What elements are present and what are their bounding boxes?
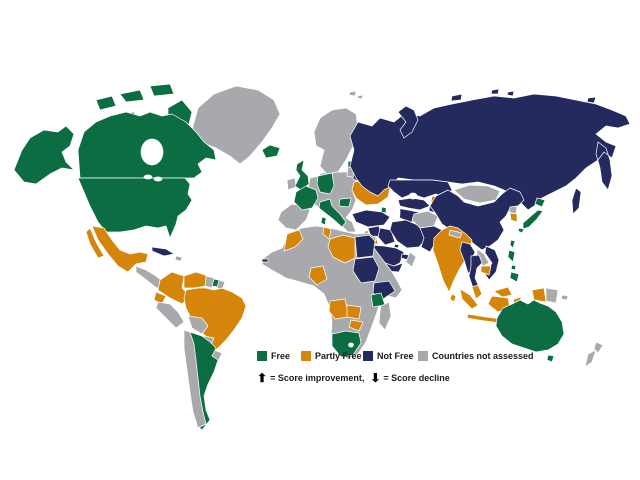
partly-free-swatch — [301, 351, 311, 361]
country-united-kingdom — [294, 159, 310, 191]
country-bolivia — [187, 315, 209, 335]
country-cambodia — [480, 265, 492, 276]
not-assessed-swatch — [418, 351, 428, 361]
legend-label-free: Free — [271, 351, 291, 361]
country-venezuela — [183, 271, 209, 289]
hudson-bay — [140, 138, 164, 166]
country-greenland — [191, 85, 281, 165]
country-oman — [405, 251, 417, 268]
great-lakes — [153, 176, 163, 182]
country-cuba — [151, 246, 175, 257]
country-gambia — [261, 258, 269, 263]
region-hispaniola — [174, 255, 183, 262]
country-australia — [495, 299, 565, 363]
country-new-zealand — [584, 341, 604, 368]
country-nigeria — [308, 265, 328, 286]
country-taiwan — [509, 239, 516, 249]
region-scandinavia — [313, 107, 359, 177]
country-chile — [183, 329, 207, 429]
country-usa — [77, 177, 193, 239]
country-turkey — [351, 209, 391, 228]
country-egypt — [354, 234, 376, 259]
legend-item-not-free: Not Free — [363, 351, 414, 361]
aral-sea — [408, 192, 418, 200]
not-free-swatch — [363, 351, 373, 361]
country-iceland — [261, 144, 281, 159]
legend-item-partly-free: Partly Free — [301, 351, 362, 361]
legend-item-free: Free — [257, 351, 290, 361]
country-morocco — [283, 229, 304, 252]
country-zambia — [346, 304, 362, 320]
country-nepal — [448, 229, 463, 239]
country-iran — [389, 219, 428, 249]
country-peru — [155, 301, 185, 329]
score-decline-text: = Score decline — [383, 373, 450, 383]
country-sri-lanka — [449, 293, 457, 303]
country-south-africa — [331, 330, 362, 358]
country-malaysia — [471, 284, 513, 300]
country-guyana — [204, 275, 215, 289]
region-russia-arctic-islands — [397, 88, 597, 139]
country-germany — [316, 172, 335, 195]
country-philippines — [507, 249, 520, 283]
country-ireland — [286, 177, 297, 191]
country-uzbekistan — [397, 197, 431, 211]
lesotho-gap — [348, 342, 354, 348]
country-france — [293, 185, 319, 211]
country-libya — [327, 234, 356, 264]
country-mexico — [85, 225, 149, 273]
score-change-note: ⬆ = Score improvement, ⬇ = Score decline — [257, 371, 450, 385]
country-zimbabwe — [348, 319, 364, 332]
region-iberia — [277, 203, 311, 231]
legend-label-partly-free: Partly Free — [315, 351, 362, 361]
country-thailand — [468, 254, 483, 289]
up-arrow-icon: ⬆ — [257, 371, 268, 385]
country-russia — [349, 93, 631, 215]
free-swatch — [257, 351, 267, 361]
region-svalbard — [348, 90, 364, 100]
country-alaska — [13, 125, 75, 185]
country-madagascar — [378, 301, 392, 331]
country-angola — [328, 298, 350, 320]
country-south-korea — [509, 212, 518, 223]
country-japan — [517, 197, 546, 234]
legend-label-not-assessed: Countries not assessed — [432, 351, 534, 361]
legend-item-not-assessed: Countries not assessed — [418, 351, 534, 361]
down-arrow-icon: ⬇ — [370, 371, 381, 385]
country-iraq — [377, 227, 396, 246]
great-lakes — [143, 174, 153, 180]
country-sudan — [352, 256, 380, 284]
country-mongolia — [453, 184, 501, 204]
country-kuwait — [393, 243, 400, 249]
country-tunisia — [322, 226, 332, 240]
legend-label-not-free: Not Free — [377, 351, 414, 361]
country-hungary — [338, 197, 352, 208]
country-papua-new-guinea — [545, 287, 569, 304]
score-improvement-text: = Score improvement, — [270, 373, 365, 383]
country-kazakhstan — [387, 179, 453, 199]
